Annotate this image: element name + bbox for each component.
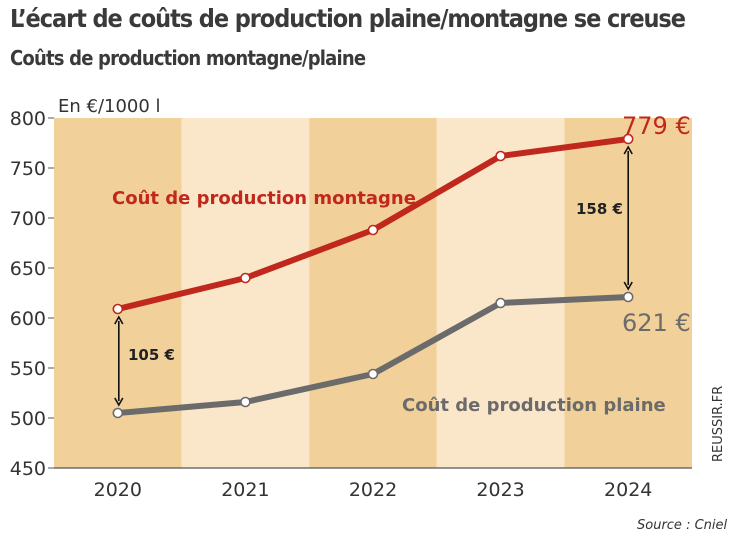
point-montagne-2020 bbox=[112, 303, 124, 315]
point-plaine-2021 bbox=[240, 396, 251, 408]
value-label-plaine-2024: 621 € bbox=[622, 309, 691, 337]
x-tick-label-2024: 2024 bbox=[604, 479, 652, 501]
point-montagne-2021 bbox=[240, 272, 251, 284]
point-montagne-2024 bbox=[622, 133, 634, 145]
x-tick-label-2023: 2023 bbox=[476, 479, 524, 501]
y-tick-label-800: 800 bbox=[10, 108, 46, 130]
point-montagne-2023 bbox=[495, 150, 506, 162]
x-axis-ticks: 2020 2021 2022 2023 2024 bbox=[94, 479, 653, 501]
band-2021 bbox=[181, 118, 310, 468]
point-plaine-2023 bbox=[495, 297, 506, 309]
gap-arrows bbox=[114, 145, 633, 407]
series-label-montagne: Coût de production montagne bbox=[112, 188, 416, 209]
point-plaine-2020 bbox=[112, 407, 124, 419]
background-bands bbox=[54, 118, 692, 468]
gap-arrow-2024-head-top bbox=[623, 145, 633, 155]
point-plaine-2024 bbox=[622, 291, 634, 303]
y-tick-label-450: 450 bbox=[10, 458, 46, 480]
point-montagne-2022 bbox=[367, 224, 379, 236]
y-axis-unit-label: En €/1000 l bbox=[58, 96, 161, 117]
y-tick-label-600: 600 bbox=[10, 308, 46, 330]
x-tick-label-2021: 2021 bbox=[221, 479, 269, 501]
x-tick-label-2022: 2022 bbox=[349, 479, 397, 501]
value-label-montagne-2024: 779 € bbox=[622, 112, 691, 140]
gap-label-2020: 105 € bbox=[128, 346, 175, 364]
gap-arrow-2024-head-bottom bbox=[623, 281, 633, 291]
x-tick-label-2020: 2020 bbox=[94, 479, 142, 501]
source-label: Source : Cniel bbox=[637, 518, 728, 533]
gap-arrow-2020-head-bottom bbox=[114, 397, 124, 407]
y-tick-label-650: 650 bbox=[10, 258, 46, 280]
y-axis-ticks: 450 500 550 600 650 700 750 800 bbox=[10, 108, 54, 480]
gap-arrow-2020-head-top bbox=[114, 315, 124, 325]
point-plaine-2022 bbox=[367, 368, 379, 380]
y-tick-label-550: 550 bbox=[10, 358, 46, 380]
gap-label-2024: 158 € bbox=[576, 200, 623, 218]
chart-subtitle: Coûts de production montagne/plaine bbox=[10, 46, 366, 70]
y-tick-label-700: 700 bbox=[10, 208, 46, 230]
y-tick-label-500: 500 bbox=[10, 408, 46, 430]
data-points bbox=[112, 133, 634, 419]
chart-title: L’écart de coûts de production plaine/mo… bbox=[10, 4, 686, 33]
y-tick-label-750: 750 bbox=[10, 158, 46, 180]
series-label-plaine: Coût de production plaine bbox=[402, 395, 666, 416]
band-2023 bbox=[436, 118, 565, 468]
credit-label: REUSSIR.FR bbox=[711, 386, 726, 462]
band-2022 bbox=[309, 118, 437, 468]
